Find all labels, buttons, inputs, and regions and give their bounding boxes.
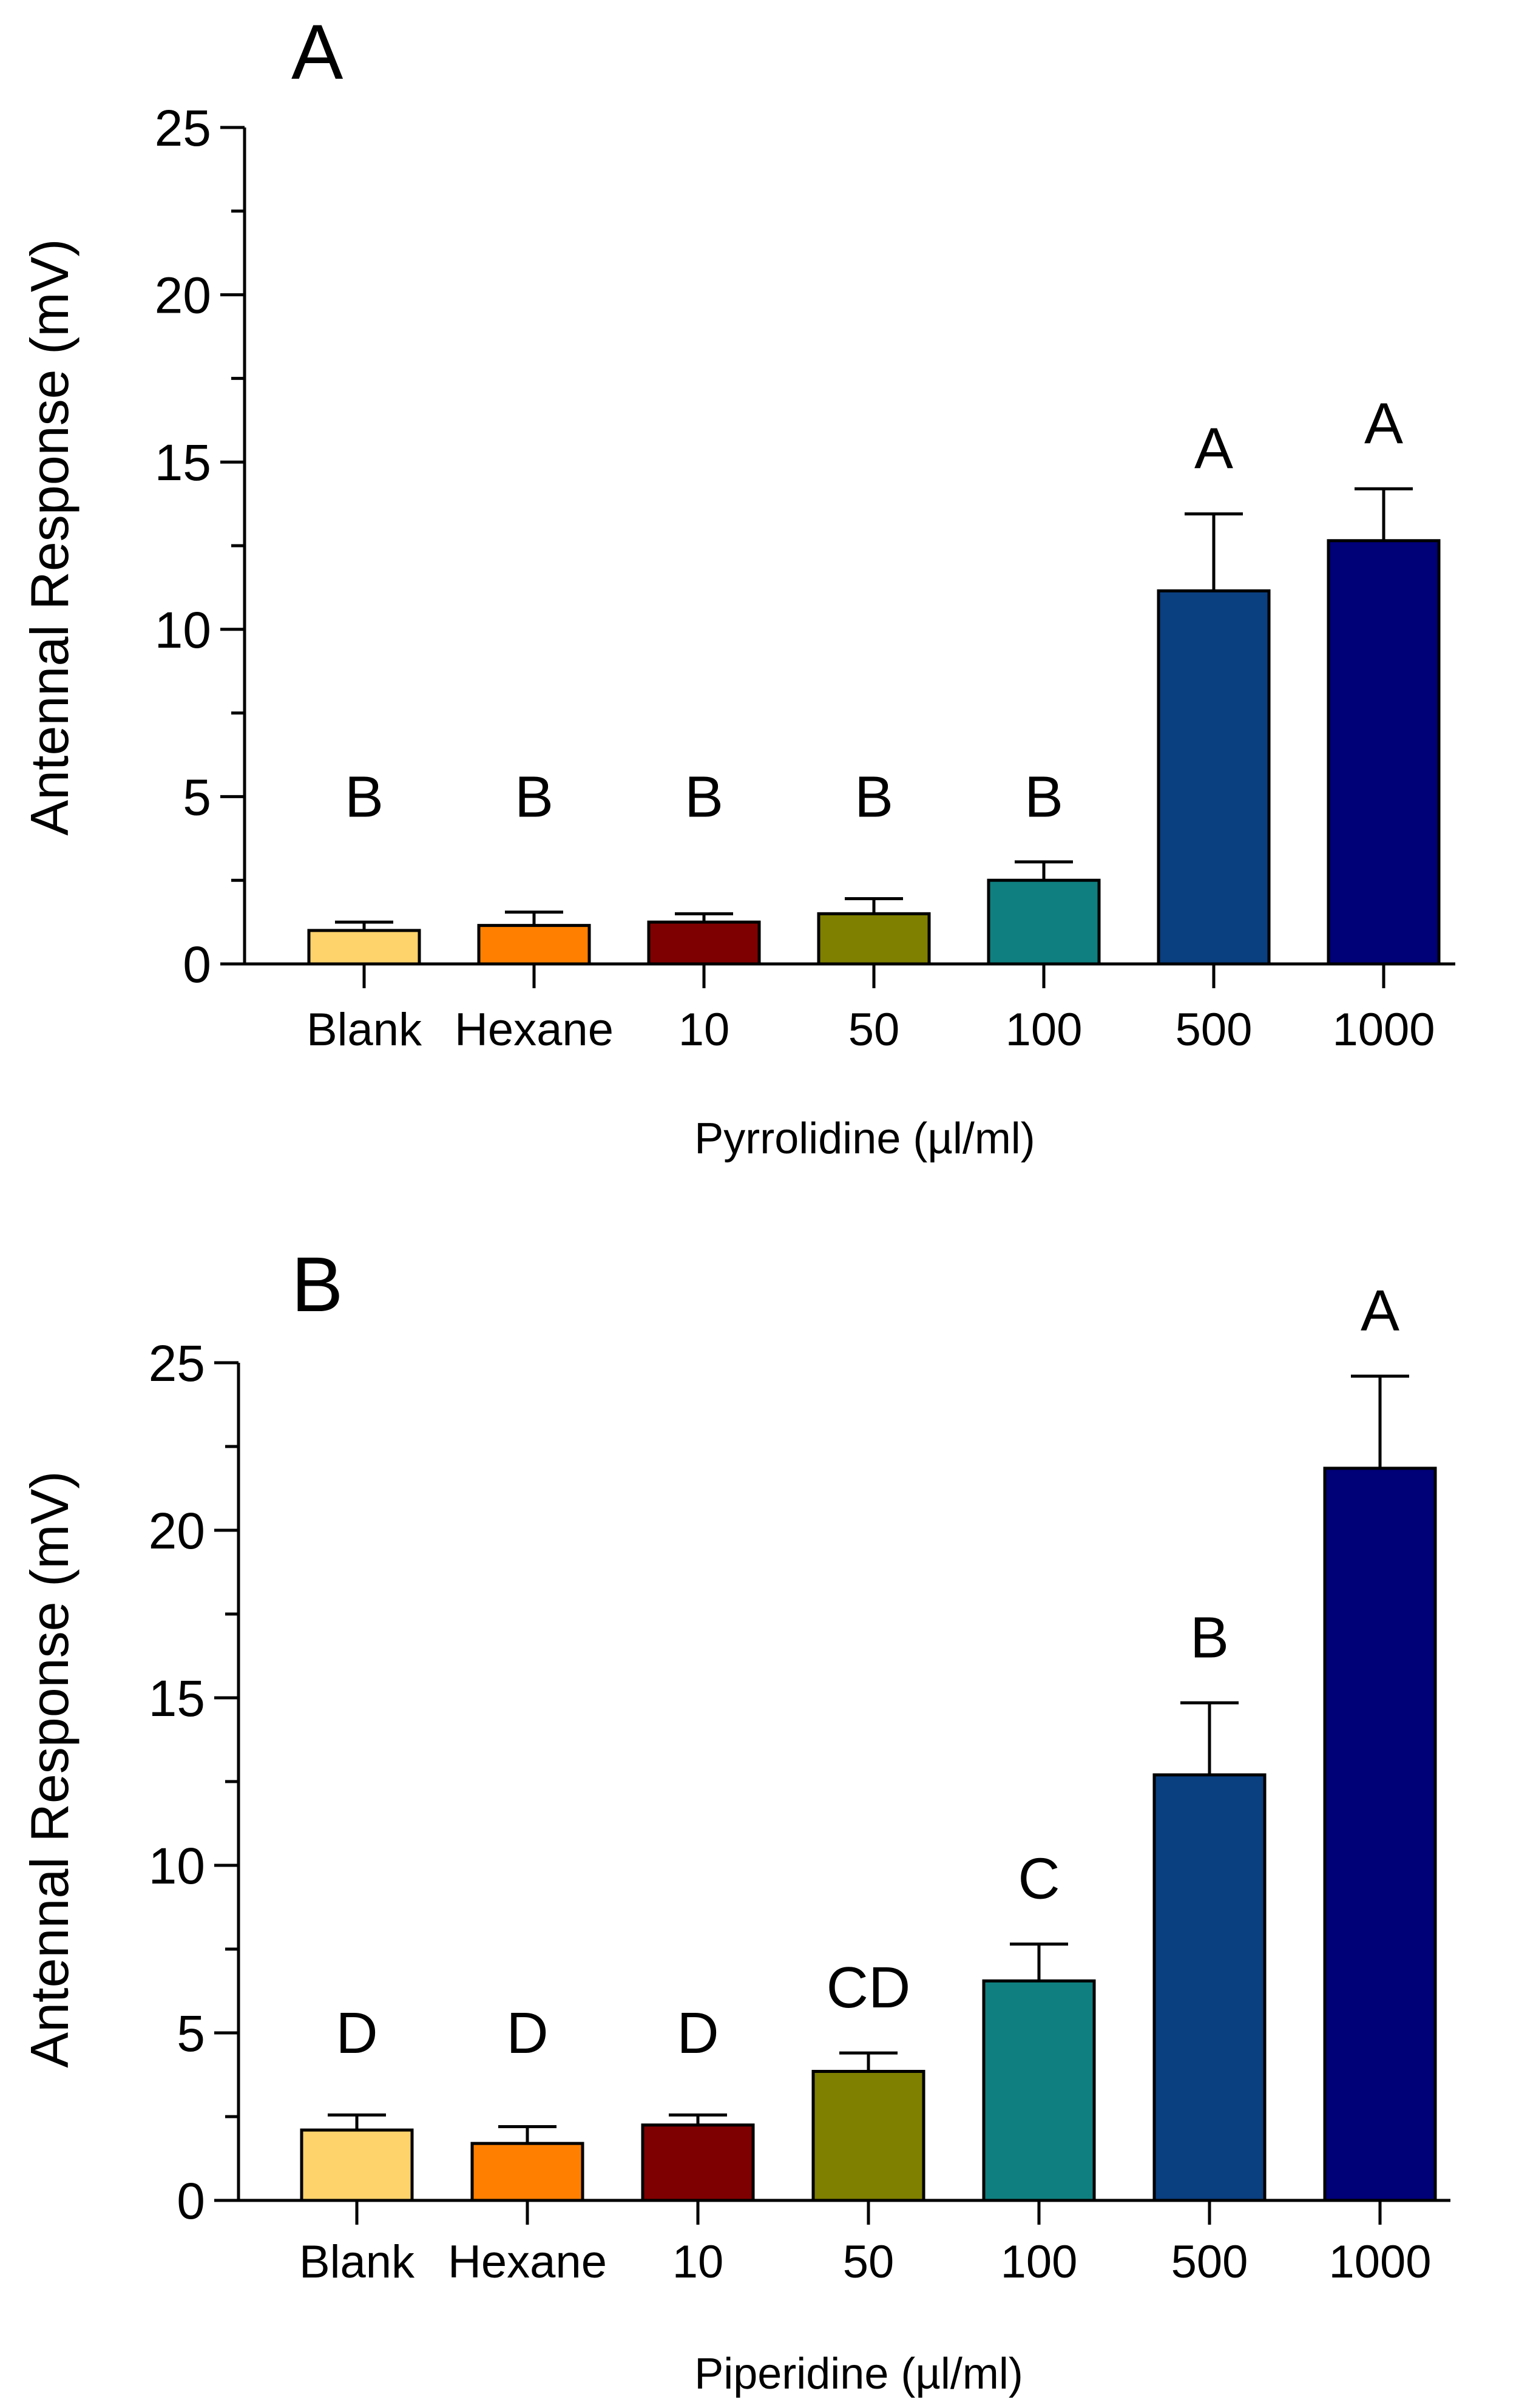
bar bbox=[300, 2128, 414, 2202]
bar bbox=[1323, 1467, 1437, 2202]
category-label: 100 bbox=[1006, 1004, 1083, 1056]
y-tick-label: 10 bbox=[149, 1837, 205, 1894]
y-axis-title: Antennal Response (mV) bbox=[19, 239, 80, 835]
y-tick-label: 5 bbox=[183, 768, 211, 826]
bar bbox=[982, 1979, 1096, 2202]
category-label: 10 bbox=[678, 1004, 730, 1056]
category-label: Blank bbox=[299, 2236, 415, 2288]
significance-label: B bbox=[685, 764, 723, 829]
significance-label: CD bbox=[827, 1955, 911, 2020]
significance-label: D bbox=[336, 2001, 377, 2066]
x-axis-title: Piperidine (µl/ml) bbox=[694, 2350, 1023, 2398]
significance-label: A bbox=[1361, 1278, 1399, 1343]
bar-series: D D D CD C B A bbox=[300, 1278, 1437, 2202]
y-tick-label: 25 bbox=[149, 1335, 205, 1392]
category-label: 500 bbox=[1171, 2236, 1248, 2288]
panel-letter: A bbox=[291, 9, 343, 96]
category-label: 500 bbox=[1176, 1004, 1253, 1056]
y-tick-label: 0 bbox=[183, 936, 211, 993]
category-label: 50 bbox=[848, 1004, 900, 1056]
y-tick-label: 15 bbox=[155, 434, 211, 491]
category-label: Hexane bbox=[448, 2236, 607, 2288]
category-label: 50 bbox=[843, 2236, 895, 2288]
bar bbox=[987, 878, 1101, 966]
significance-label: B bbox=[1190, 1605, 1229, 1670]
category-label: 1000 bbox=[1332, 1004, 1435, 1056]
significance-label: B bbox=[854, 764, 893, 829]
y-tick-label: 0 bbox=[177, 2172, 205, 2230]
y-tick-label: 25 bbox=[155, 100, 211, 157]
bar bbox=[307, 929, 421, 966]
panel-a-chart: A Antennal Response (mV) Pyrrolidine (µl… bbox=[19, 9, 1455, 1163]
significance-label: A bbox=[1194, 416, 1233, 481]
significance-label: D bbox=[506, 2001, 548, 2066]
y-tick-label: 20 bbox=[155, 267, 211, 324]
bar bbox=[647, 920, 761, 966]
y-tick-label: 20 bbox=[149, 1502, 205, 1559]
axes: 0 5 10 15 20 25 Blank Hexane 10 50 100 500 1000 bbox=[155, 100, 1455, 1056]
category-label: 10 bbox=[672, 2236, 724, 2288]
significance-label: A bbox=[1364, 391, 1403, 456]
bar-series: B B B B B A A bbox=[307, 391, 1441, 966]
bar bbox=[641, 2123, 755, 2202]
panel-b-chart: B Antennal Response (mV) Piperidine (µl/… bbox=[19, 1241, 1450, 2398]
y-tick-label: 5 bbox=[177, 2005, 205, 2062]
panel-letter: B bbox=[291, 1241, 343, 1328]
significance-label: B bbox=[515, 764, 553, 829]
category-label: Blank bbox=[306, 1004, 422, 1056]
bar bbox=[477, 924, 591, 966]
category-label: 1000 bbox=[1328, 2236, 1431, 2288]
bar bbox=[1157, 589, 1271, 966]
category-label: 100 bbox=[1001, 2236, 1078, 2288]
bar bbox=[1152, 1773, 1267, 2202]
category-label: Hexane bbox=[455, 1004, 614, 1056]
significance-label: B bbox=[345, 764, 384, 829]
bar bbox=[470, 2142, 584, 2202]
y-tick-label: 15 bbox=[149, 1670, 205, 1727]
significance-label: D bbox=[677, 2001, 719, 2066]
significance-label: B bbox=[1024, 764, 1063, 829]
significance-label: C bbox=[1018, 1847, 1060, 1911]
y-axis-title: Antennal Response (mV) bbox=[19, 1471, 80, 2067]
bar bbox=[811, 2069, 925, 2202]
x-axis-title: Pyrrolidine (µl/ml) bbox=[694, 1114, 1035, 1163]
bar bbox=[817, 912, 931, 966]
y-tick-label: 10 bbox=[155, 602, 211, 659]
bar bbox=[1327, 539, 1441, 966]
